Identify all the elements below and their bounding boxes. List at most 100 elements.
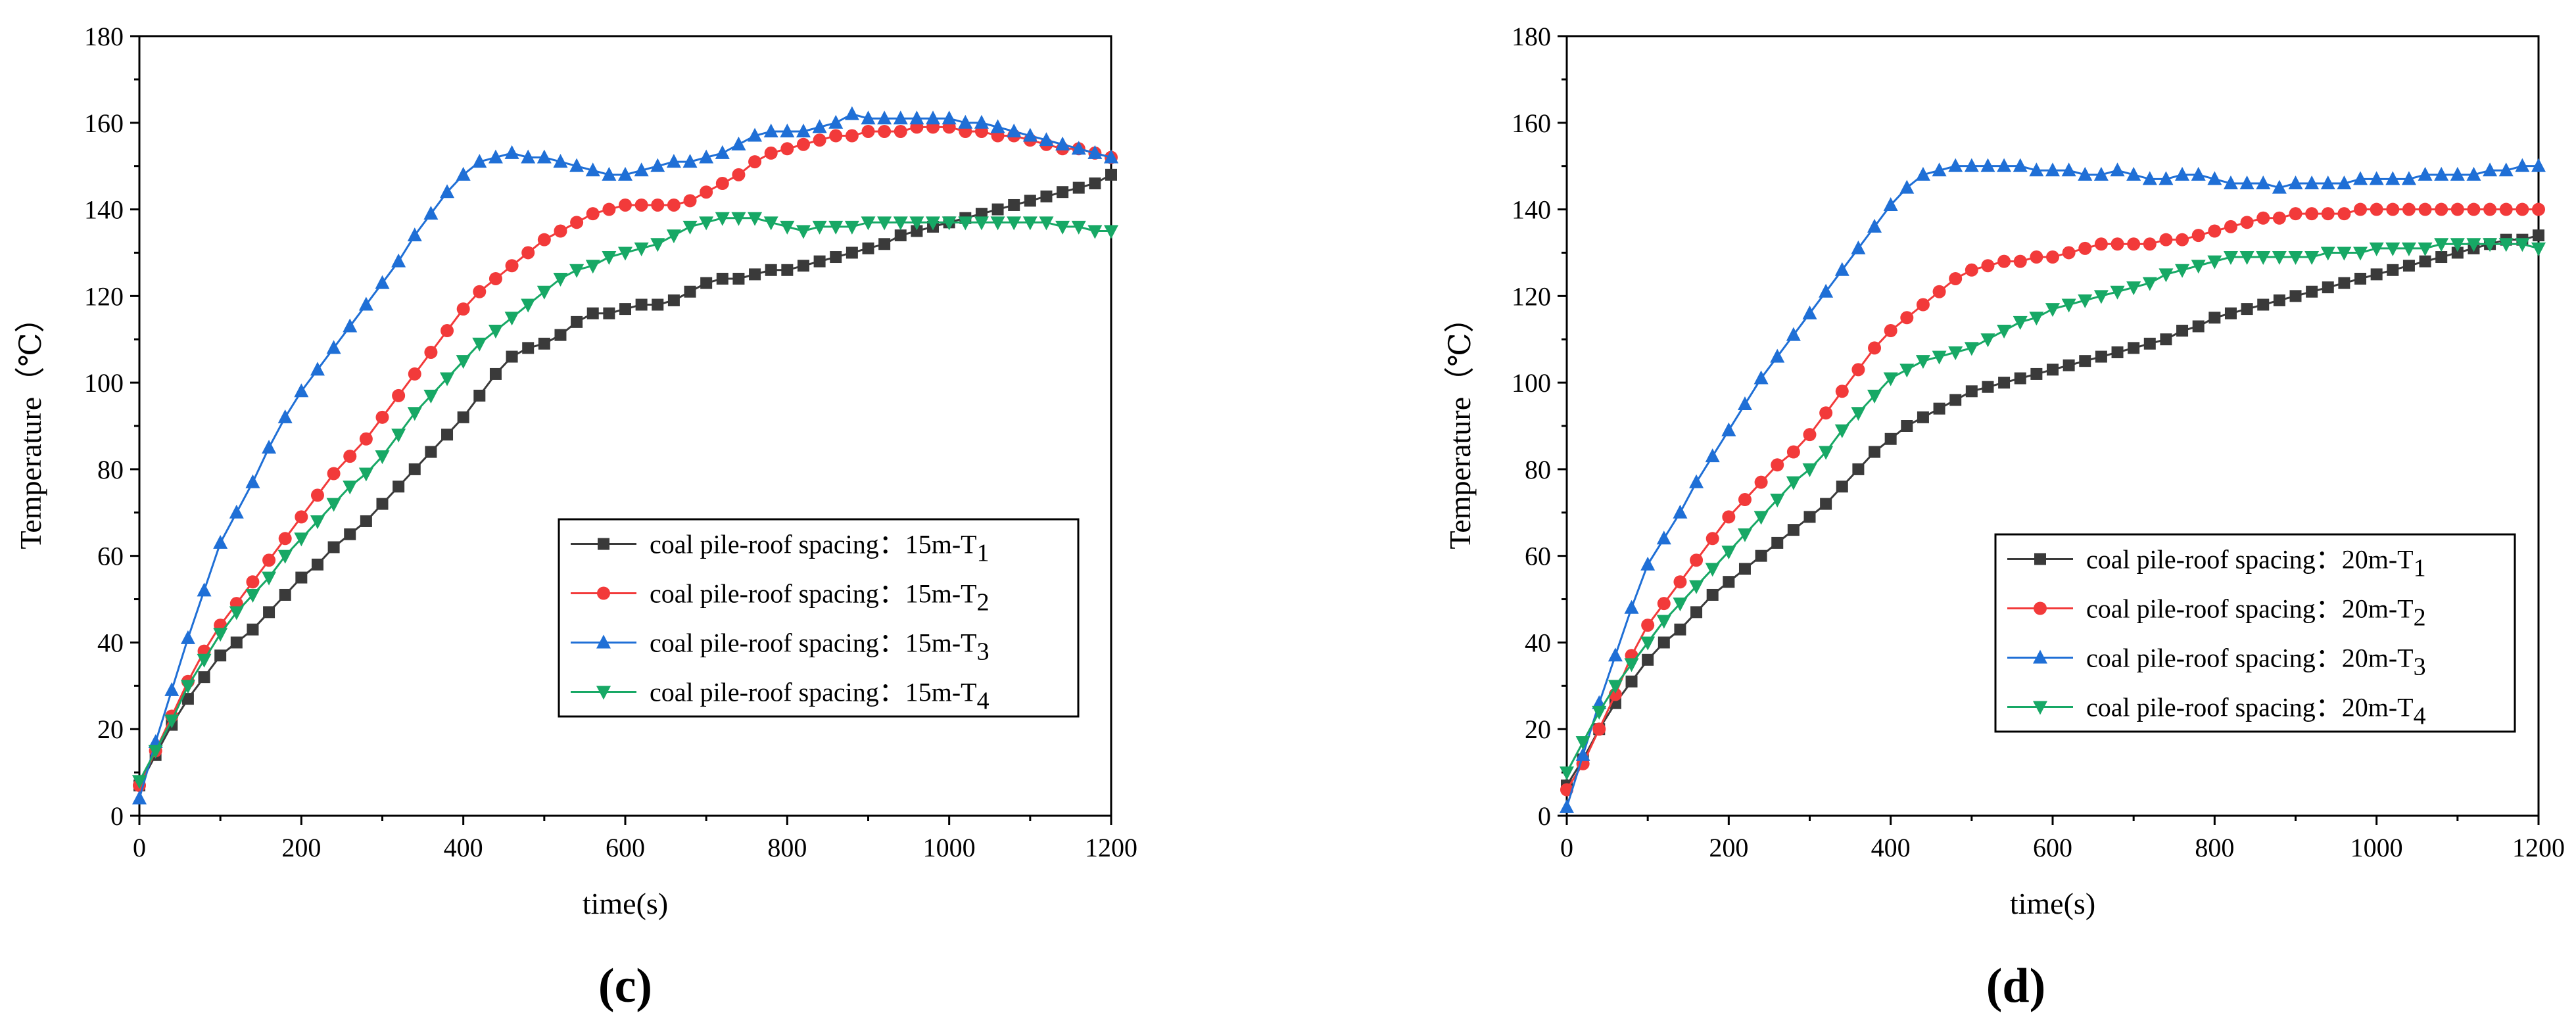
data-point-T1 — [1089, 177, 1101, 190]
data-point-T3 — [2013, 158, 2028, 172]
y-tick-label: 120 — [84, 281, 124, 311]
data-point-T2 — [715, 177, 729, 191]
data-point-T4 — [958, 216, 973, 231]
legend-marker-T1 — [2034, 553, 2046, 565]
data-point-T4 — [2401, 242, 2416, 256]
data-point-T4 — [2385, 242, 2400, 256]
data-point-T2 — [1560, 783, 1573, 797]
data-point-T3 — [1753, 370, 1769, 385]
data-point-T1 — [2224, 307, 2237, 319]
data-point-T3 — [1656, 530, 1671, 545]
data-point-T2 — [392, 388, 406, 402]
data-point-T2 — [2013, 254, 2027, 268]
data-point-T3 — [602, 166, 617, 181]
legend-marker-T4 — [2033, 701, 2047, 715]
data-point-T1 — [2306, 285, 2318, 298]
y-axis-title: Temperature（℃） — [14, 302, 47, 549]
data-point-T1 — [2370, 268, 2383, 281]
data-point-T3 — [618, 166, 632, 181]
data-point-T1 — [2338, 277, 2350, 289]
data-point-T1 — [1723, 576, 1735, 588]
data-point-T4 — [2061, 298, 2076, 313]
data-point-T1 — [522, 342, 535, 354]
data-point-T4 — [731, 212, 746, 226]
data-point-T3 — [2029, 162, 2044, 177]
y-tick-label: 60 — [1525, 542, 1551, 571]
data-point-T3 — [2207, 171, 2222, 185]
data-point-T4 — [521, 298, 536, 313]
data-point-T1 — [635, 298, 648, 311]
data-point-T2 — [2127, 237, 2141, 251]
data-point-T2 — [537, 233, 551, 246]
data-point-T4 — [1592, 705, 1607, 720]
data-point-T4 — [2191, 260, 2206, 274]
data-point-T1 — [2354, 272, 2367, 285]
legend-subscript: 2 — [2414, 604, 2426, 632]
data-point-T2 — [878, 124, 892, 138]
data-point-T2 — [894, 124, 907, 138]
data-point-T3 — [262, 439, 277, 454]
legend-subscript: 3 — [2414, 653, 2426, 681]
y-tick-label: 140 — [1512, 195, 1551, 225]
data-point-T3 — [2450, 166, 2465, 181]
data-point-T3 — [634, 162, 649, 177]
data-point-T4 — [1673, 598, 1688, 612]
data-point-T2 — [651, 198, 665, 212]
data-point-T2 — [586, 207, 600, 221]
x-tick-label: 800 — [2195, 833, 2234, 862]
data-point-T4 — [1786, 476, 1801, 490]
data-point-T1 — [408, 463, 421, 475]
data-point-T2 — [1835, 385, 1849, 398]
data-point-T4 — [2175, 264, 2190, 278]
data-point-T1 — [1965, 385, 1978, 398]
data-point-T3 — [2401, 171, 2416, 185]
legend-subscript: 2 — [977, 589, 990, 617]
data-point-T2 — [2078, 241, 2092, 255]
data-point-T4 — [699, 216, 714, 231]
data-point-T3 — [132, 790, 147, 805]
legend-subscript: 4 — [2414, 703, 2426, 730]
data-point-T4 — [472, 337, 487, 352]
data-point-T2 — [424, 345, 438, 359]
data-point-T2 — [2532, 202, 2545, 216]
data-point-T2 — [1981, 259, 1995, 273]
data-point-T2 — [1786, 445, 1800, 459]
data-point-T3 — [812, 119, 827, 133]
data-point-T4 — [148, 745, 163, 759]
data-point-T1 — [2014, 372, 2026, 385]
data-point-T3 — [990, 119, 1005, 133]
data-point-T1 — [1755, 550, 1767, 562]
data-point-T2 — [1965, 263, 1978, 277]
data-point-T3 — [2288, 176, 2303, 190]
data-point-T4 — [1948, 346, 1963, 360]
data-point-T2 — [667, 198, 680, 212]
data-point-T1 — [489, 367, 502, 380]
data-point-T2 — [375, 410, 389, 424]
data-point-T2 — [2191, 229, 2205, 243]
data-point-T4 — [1575, 736, 1590, 750]
data-point-T2 — [1851, 363, 1865, 377]
data-point-T3 — [2483, 162, 2498, 177]
x-axis-title: time(s) — [583, 887, 668, 920]
data-point-T1 — [214, 649, 227, 662]
data-point-T1 — [1072, 181, 1085, 194]
data-point-T4 — [407, 407, 422, 421]
data-point-T4 — [2013, 316, 2028, 330]
data-point-T3 — [828, 114, 844, 129]
data-point-T3 — [2175, 166, 2190, 181]
data-point-T4 — [1834, 424, 1849, 438]
y-tick-label: 20 — [97, 715, 124, 744]
data-point-T3 — [375, 275, 390, 289]
data-point-T1 — [652, 298, 664, 311]
data-point-T4 — [213, 628, 228, 642]
data-point-T1 — [2402, 260, 2415, 272]
data-point-T2 — [2467, 202, 2481, 216]
data-point-T1 — [2047, 364, 2059, 376]
data-point-T4 — [844, 220, 859, 235]
data-point-T3 — [2466, 166, 2481, 181]
data-point-T1 — [765, 264, 777, 276]
data-point-T1 — [700, 277, 713, 289]
data-point-T3 — [731, 136, 746, 151]
x-tick-label: 400 — [1871, 833, 1911, 862]
data-point-T3 — [1867, 218, 1882, 233]
